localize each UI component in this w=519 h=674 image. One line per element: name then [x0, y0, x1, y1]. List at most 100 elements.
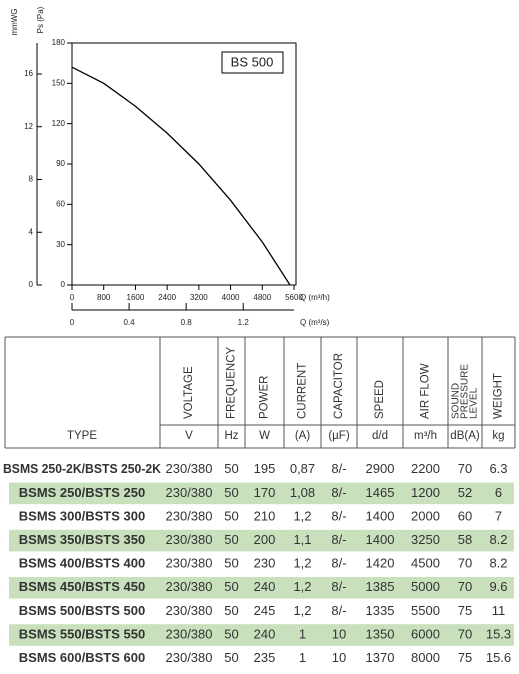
header-cell: CAPACITOR [333, 353, 345, 419]
table-cell: 5500 [411, 603, 440, 618]
unit-cell: d/d [372, 430, 388, 442]
table-cell: 230/380 [166, 603, 213, 618]
table-cell: 8/- [331, 556, 346, 571]
y2-tick-label: 8 [29, 175, 34, 184]
table-cell: 8.2 [489, 532, 507, 547]
table-cell: BSMS 500/BSTS 500 [19, 603, 145, 618]
x-tick-label: 5600 [285, 293, 303, 302]
table-cell: 1,2 [293, 603, 311, 618]
x2-tick-label: 0.8 [181, 318, 193, 327]
table-cell: BSMS 350/BSTS 350 [19, 532, 145, 547]
header-cell: SPEED [374, 380, 386, 419]
table-cell: 11 [492, 603, 506, 618]
y-tick-label: 90 [56, 159, 65, 168]
header-cell: PRESSURE [460, 364, 471, 419]
table-cell: 230/380 [166, 650, 213, 665]
table-cell: 1370 [366, 650, 395, 665]
table-cell: 70 [458, 579, 472, 594]
unit-cell: (µF) [328, 430, 349, 442]
table-cell: 240 [254, 579, 276, 594]
chart-title: BS 500 [231, 54, 274, 69]
table-cell: BSMS 400/BSTS 400 [19, 556, 145, 571]
table-cell: 15.3 [486, 626, 511, 641]
table-cell: 210 [254, 508, 276, 523]
table-cell: 1200 [411, 485, 440, 500]
table-cell: 8/- [331, 508, 346, 523]
curve [71, 66, 291, 286]
header-cell: WEIGHT [493, 373, 505, 419]
x2-tick-label: 1.2 [238, 318, 250, 327]
table-cell: 2900 [366, 461, 395, 476]
header-cell: TYPE [67, 430, 97, 442]
table-cell: BSMS 250/BSTS 250 [19, 485, 145, 500]
table-cell: 52 [458, 485, 472, 500]
header-cell: POWER [259, 376, 271, 419]
table-cell: 9.6 [489, 579, 507, 594]
x-tick-label: 3200 [190, 293, 208, 302]
table-cell: 70 [458, 461, 472, 476]
table-cell: 6000 [411, 626, 440, 641]
table-cell: 3250 [411, 532, 440, 547]
table-cell: 60 [458, 508, 472, 523]
x2-label: Q (m³/s) [300, 318, 330, 327]
x-tick-label: 4000 [222, 293, 240, 302]
table-cell: BSMS 250-2K/BSTS 250-2K [3, 461, 162, 476]
y2-tick-label: 12 [24, 122, 33, 131]
table-cell: 1400 [366, 508, 395, 523]
table-cell: 230/380 [166, 508, 213, 523]
table-cell: BSMS 550/BSTS 550 [19, 626, 145, 641]
table-cell: 50 [224, 485, 238, 500]
table-cell: 1,1 [293, 532, 311, 547]
table-cell: 4500 [411, 556, 440, 571]
row-band [9, 577, 514, 599]
header-cell: CURRENT [297, 363, 309, 419]
unit-cell: W [259, 430, 270, 442]
table-cell: 230/380 [166, 532, 213, 547]
unit-cell: m³/h [414, 430, 437, 442]
table-cell: 1385 [366, 579, 395, 594]
table-cell: 8000 [411, 650, 440, 665]
header-cell: LEVEL [469, 387, 480, 419]
table-cell: 50 [224, 650, 238, 665]
unit-cell: Hz [224, 430, 238, 442]
table-cell: 1400 [366, 532, 395, 547]
unit-cell: dB(A) [450, 430, 480, 442]
table-cell: 8.2 [489, 556, 507, 571]
y-label: Ps (Pa) [36, 6, 45, 33]
y-tick-label: 30 [56, 240, 65, 249]
table-cell: 1,2 [293, 556, 311, 571]
table-cell: 75 [458, 603, 472, 618]
table-cell: 8/- [331, 461, 346, 476]
x-label: Q (m³/h) [300, 293, 330, 302]
table-cell: 230/380 [166, 556, 213, 571]
table-cell: 50 [224, 556, 238, 571]
table-cell: 1335 [366, 603, 395, 618]
table-cell: 6.3 [489, 461, 507, 476]
table-cell: 200 [254, 532, 276, 547]
table-cell: 2200 [411, 461, 440, 476]
table-cell: BSMS 450/BSTS 450 [19, 579, 145, 594]
x-tick-label: 2400 [158, 293, 176, 302]
y-tick-label: 60 [56, 199, 65, 208]
table-cell: 1465 [366, 485, 395, 500]
table-cell: 10 [332, 626, 346, 641]
unit-cell: (A) [295, 430, 311, 442]
table-cell: 50 [224, 579, 238, 594]
table-cell: 170 [254, 485, 276, 500]
table-cell: 230/380 [166, 461, 213, 476]
table-cell: 1420 [366, 556, 395, 571]
table-cell: 230/380 [166, 579, 213, 594]
y2-tick-label: 4 [29, 227, 34, 236]
x-tick-label: 4800 [253, 293, 271, 302]
table-cell: 1,08 [290, 485, 315, 500]
table-cell: 58 [458, 532, 472, 547]
table-cell: 230/380 [166, 626, 213, 641]
table-cell: 70 [458, 556, 472, 571]
header-cell: FREQUENCY [226, 346, 238, 419]
table-cell: 5000 [411, 579, 440, 594]
y-tick-label: 120 [52, 119, 66, 128]
table-cell: 8/- [331, 603, 346, 618]
y-tick-label: 150 [52, 78, 66, 87]
x2-tick-label: 0.4 [124, 318, 136, 327]
